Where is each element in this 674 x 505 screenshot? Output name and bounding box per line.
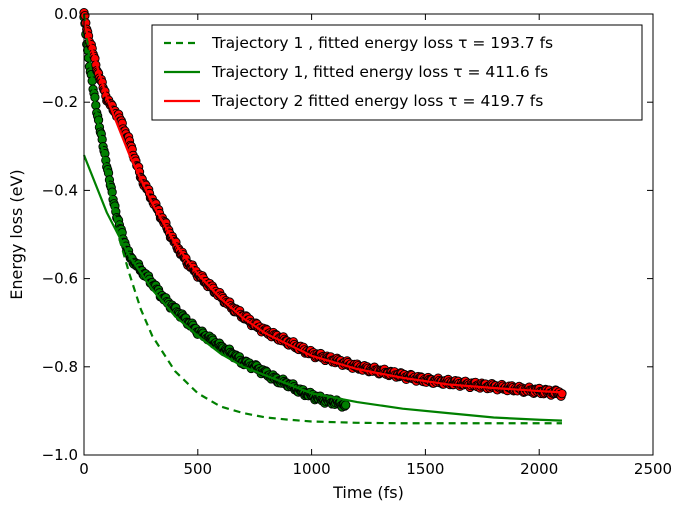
y-axis-ticks: 0.0 −0.2 −0.4 −0.6 −0.8 −1.0 bbox=[42, 5, 653, 464]
axes-frame bbox=[83, 13, 654, 456]
x-tick-label: 2000 bbox=[520, 460, 558, 478]
fit-line-2 bbox=[82, 22, 563, 394]
y-tick-label: −0.8 bbox=[42, 358, 78, 376]
y-tick-label: −0.4 bbox=[42, 181, 78, 199]
plot-area bbox=[79, 8, 567, 425]
fit-line-1 bbox=[82, 154, 563, 422]
y-tick-label: −1.0 bbox=[42, 446, 78, 464]
fit-line-0 bbox=[82, 13, 562, 425]
legend-box bbox=[151, 24, 643, 121]
x-tick-label: 500 bbox=[183, 460, 212, 478]
x-tick-label: 1500 bbox=[406, 460, 444, 478]
data-point bbox=[341, 400, 351, 410]
y-tick-label: 0.0 bbox=[54, 5, 78, 23]
data-point bbox=[557, 388, 567, 399]
legend-entry-2: Trajectory 2 fitted energy loss τ = 419.… bbox=[211, 92, 543, 110]
x-tick-label: 2500 bbox=[634, 460, 672, 478]
x-axis-label: Time (fs) bbox=[332, 483, 404, 502]
legend-entry-1: Trajectory 1, fitted energy loss τ = 411… bbox=[211, 63, 548, 81]
legend-entry-0: Trajectory 1 , fitted energy loss τ = 19… bbox=[211, 34, 553, 52]
x-axis-ticks: 0 500 1000 1500 2000 2500 bbox=[79, 14, 672, 478]
y-axis-label: Energy loss (eV) bbox=[7, 169, 26, 299]
y-tick-label: −0.6 bbox=[42, 270, 78, 288]
x-tick-label: 1000 bbox=[293, 460, 331, 478]
y-tick-label: −0.2 bbox=[42, 93, 78, 111]
legend: Trajectory 1 , fitted energy loss τ = 19… bbox=[151, 24, 643, 121]
x-tick-label: 0 bbox=[79, 460, 89, 478]
